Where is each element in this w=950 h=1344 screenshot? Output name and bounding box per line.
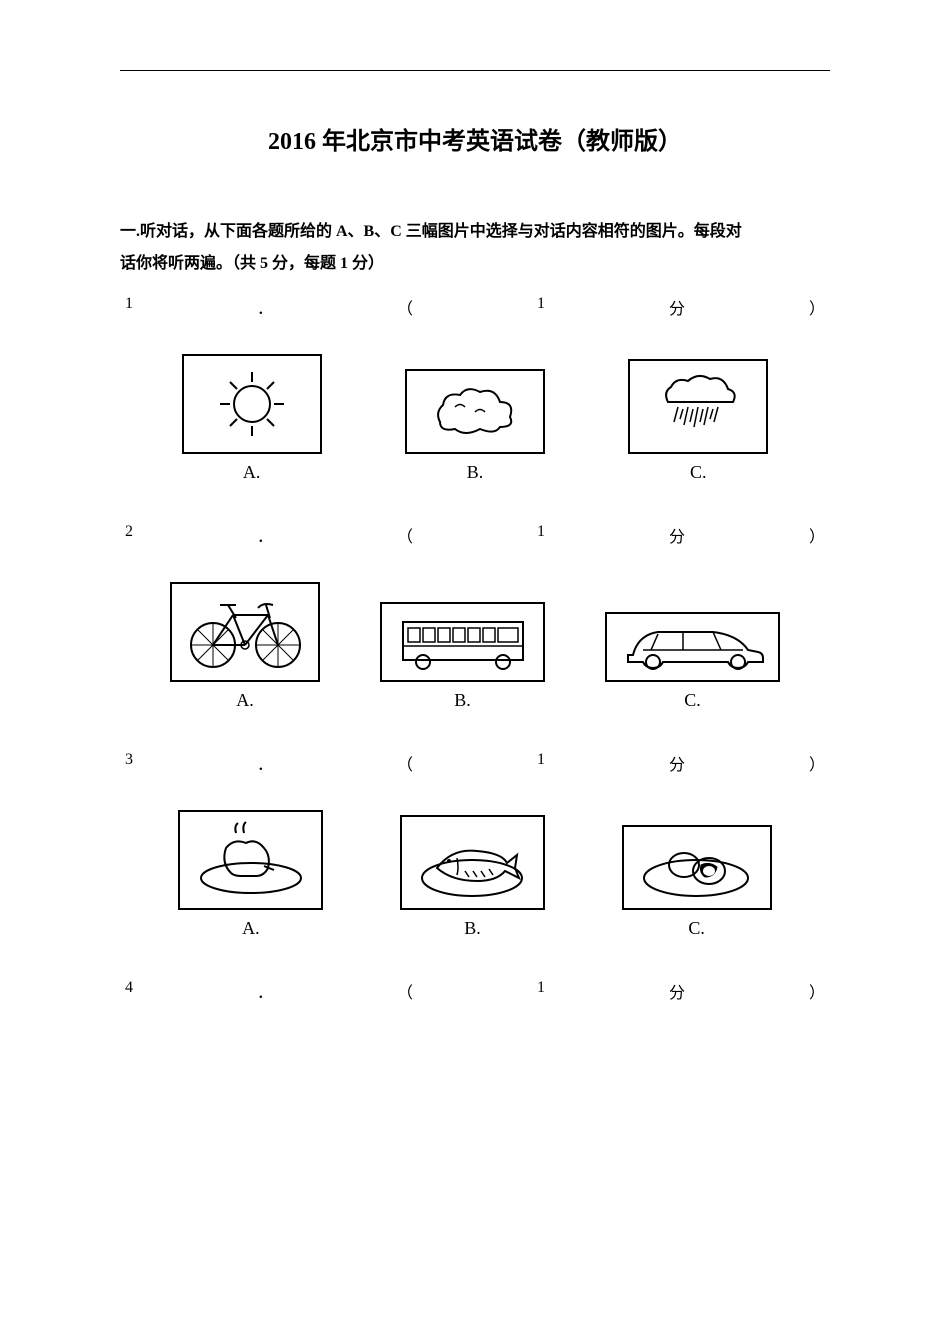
bus-icon-box: [380, 602, 545, 682]
open-paren: （: [397, 751, 413, 775]
question-dot: ．: [257, 751, 273, 775]
car-icon-box: [605, 612, 780, 682]
cloud-icon-box: [405, 369, 545, 454]
fish-icon: [407, 823, 537, 903]
bicycle-icon: [178, 590, 313, 675]
option-label-c: C.: [684, 690, 701, 711]
option-a: A.: [178, 810, 323, 939]
question-2-header: 2 ． （ 1 分 ）: [120, 523, 830, 547]
open-paren: （: [397, 295, 413, 319]
eggs-icon-box: [622, 825, 772, 910]
points-value: 1: [537, 751, 545, 775]
option-a: A.: [170, 582, 320, 711]
sun-icon: [192, 362, 312, 447]
car-icon: [613, 620, 773, 675]
question-3-header: 3 ． （ 1 分 ）: [120, 751, 830, 775]
question-3-options: A. B.: [120, 810, 830, 939]
option-label-a: A.: [242, 918, 260, 939]
option-b: B.: [400, 815, 545, 939]
question-2-options: A. B.: [120, 582, 830, 711]
question-number: 1: [125, 295, 133, 319]
instruction-line-1: 一.听对话，从下面各题所给的 A、B、C 三幅图片中选择与对话内容相符的图片。每…: [120, 216, 830, 248]
fen-label: 分: [669, 979, 685, 1003]
option-label-c: C.: [688, 918, 705, 939]
rain-icon: [638, 367, 758, 447]
instruction-line-2: 话你将听两遍。（共 5 分，每题 1 分）: [120, 248, 830, 280]
question-number: 4: [125, 979, 133, 1003]
option-c: C.: [622, 825, 772, 939]
fen-label: 分: [669, 523, 685, 547]
question-number: 2: [125, 523, 133, 547]
option-label-b: B.: [467, 462, 484, 483]
question-number: 3: [125, 751, 133, 775]
bicycle-icon-box: [170, 582, 320, 682]
option-label-c: C.: [690, 462, 707, 483]
option-label-a: A.: [236, 690, 254, 711]
chicken-icon: [186, 818, 316, 903]
points-value: 1: [537, 979, 545, 1003]
points-value: 1: [537, 523, 545, 547]
option-b: B.: [380, 602, 545, 711]
question-dot: ．: [257, 295, 273, 319]
open-paren: （: [397, 979, 413, 1003]
option-label-a: A.: [243, 462, 261, 483]
eggs-icon: [629, 833, 764, 903]
option-label-b: B.: [454, 690, 471, 711]
close-paren: ）: [809, 751, 825, 775]
close-paren: ）: [809, 523, 825, 547]
question-4-header: 4 ． （ 1 分 ）: [120, 979, 830, 1003]
question-1-header: 1 ． （ 1 分 ）: [120, 295, 830, 319]
rain-icon-box: [628, 359, 768, 454]
fen-label: 分: [669, 751, 685, 775]
top-horizontal-rule: [120, 70, 830, 71]
option-label-b: B.: [464, 918, 481, 939]
page-container: 2016 年北京市中考英语试卷（教师版） 一.听对话，从下面各题所给的 A、B、…: [0, 0, 950, 1078]
question-dot: ．: [257, 523, 273, 547]
option-c: C.: [605, 612, 780, 711]
chicken-icon-box: [178, 810, 323, 910]
fish-icon-box: [400, 815, 545, 910]
close-paren: ）: [809, 295, 825, 319]
option-c: C.: [628, 359, 768, 483]
exam-title: 2016 年北京市中考英语试卷（教师版）: [120, 121, 830, 156]
option-a: A.: [182, 354, 322, 483]
close-paren: ）: [809, 979, 825, 1003]
option-b: B.: [405, 369, 545, 483]
fen-label: 分: [669, 295, 685, 319]
question-dot: ．: [257, 979, 273, 1003]
sun-icon-box: [182, 354, 322, 454]
open-paren: （: [397, 523, 413, 547]
cloud-icon: [415, 377, 535, 447]
question-1-options: A. B.: [120, 354, 830, 483]
bus-icon: [388, 610, 538, 675]
points-value: 1: [537, 295, 545, 319]
section-instructions: 一.听对话，从下面各题所给的 A、B、C 三幅图片中选择与对话内容相符的图片。每…: [120, 216, 830, 280]
